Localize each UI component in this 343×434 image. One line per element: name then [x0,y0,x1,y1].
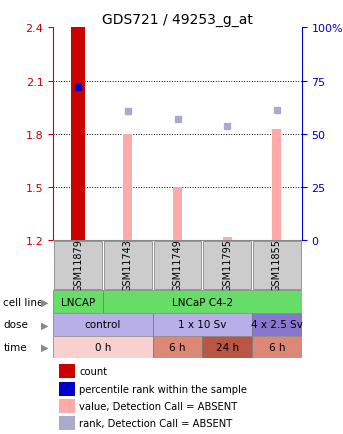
Bar [123,135,132,241]
Text: rank, Detection Call = ABSENT: rank, Detection Call = ABSENT [79,418,233,428]
Bar [173,187,182,241]
Text: GSM11795: GSM11795 [222,238,232,291]
Bar [104,242,152,290]
Bar [154,242,201,290]
Bar [53,291,103,313]
Text: LNCaP C4-2: LNCaP C4-2 [172,297,233,307]
Text: ▶: ▶ [41,320,48,329]
Text: 4 x 2.5 Sv: 4 x 2.5 Sv [251,320,303,329]
Text: dose: dose [3,320,28,329]
Text: 6 h: 6 h [269,342,285,352]
Bar [223,237,232,241]
Bar [253,242,301,290]
Text: GSM11743: GSM11743 [123,238,133,291]
Text: 24 h: 24 h [216,342,239,352]
Bar [252,336,302,358]
Bar [252,313,302,336]
Bar [153,336,202,358]
Text: count: count [79,366,107,376]
Text: GSM11855: GSM11855 [272,238,282,291]
Bar [54,242,102,290]
Text: percentile rank within the sample: percentile rank within the sample [79,384,247,394]
Bar [59,399,75,413]
Text: time: time [3,342,27,352]
Bar [153,313,252,336]
Text: ▶: ▶ [41,297,48,307]
Text: value, Detection Call = ABSENT: value, Detection Call = ABSENT [79,401,237,411]
Text: cell line: cell line [3,297,44,307]
Bar [53,313,153,336]
Text: 0 h: 0 h [95,342,111,352]
Text: LNCAP: LNCAP [61,297,95,307]
Text: 1 x 10 Sv: 1 x 10 Sv [178,320,227,329]
Bar [202,336,252,358]
Title: GDS721 / 49253_g_at: GDS721 / 49253_g_at [102,13,253,27]
Bar [59,382,75,396]
Text: GSM11749: GSM11749 [173,238,182,291]
Bar [103,291,302,313]
Bar [59,416,75,430]
Text: control: control [85,320,121,329]
Text: GSM11879: GSM11879 [73,238,83,291]
Text: ▶: ▶ [41,342,48,352]
Bar [203,242,251,290]
Text: 6 h: 6 h [169,342,186,352]
Bar [53,336,153,358]
Bar [71,28,85,241]
Bar [59,365,75,378]
Bar [272,129,282,241]
